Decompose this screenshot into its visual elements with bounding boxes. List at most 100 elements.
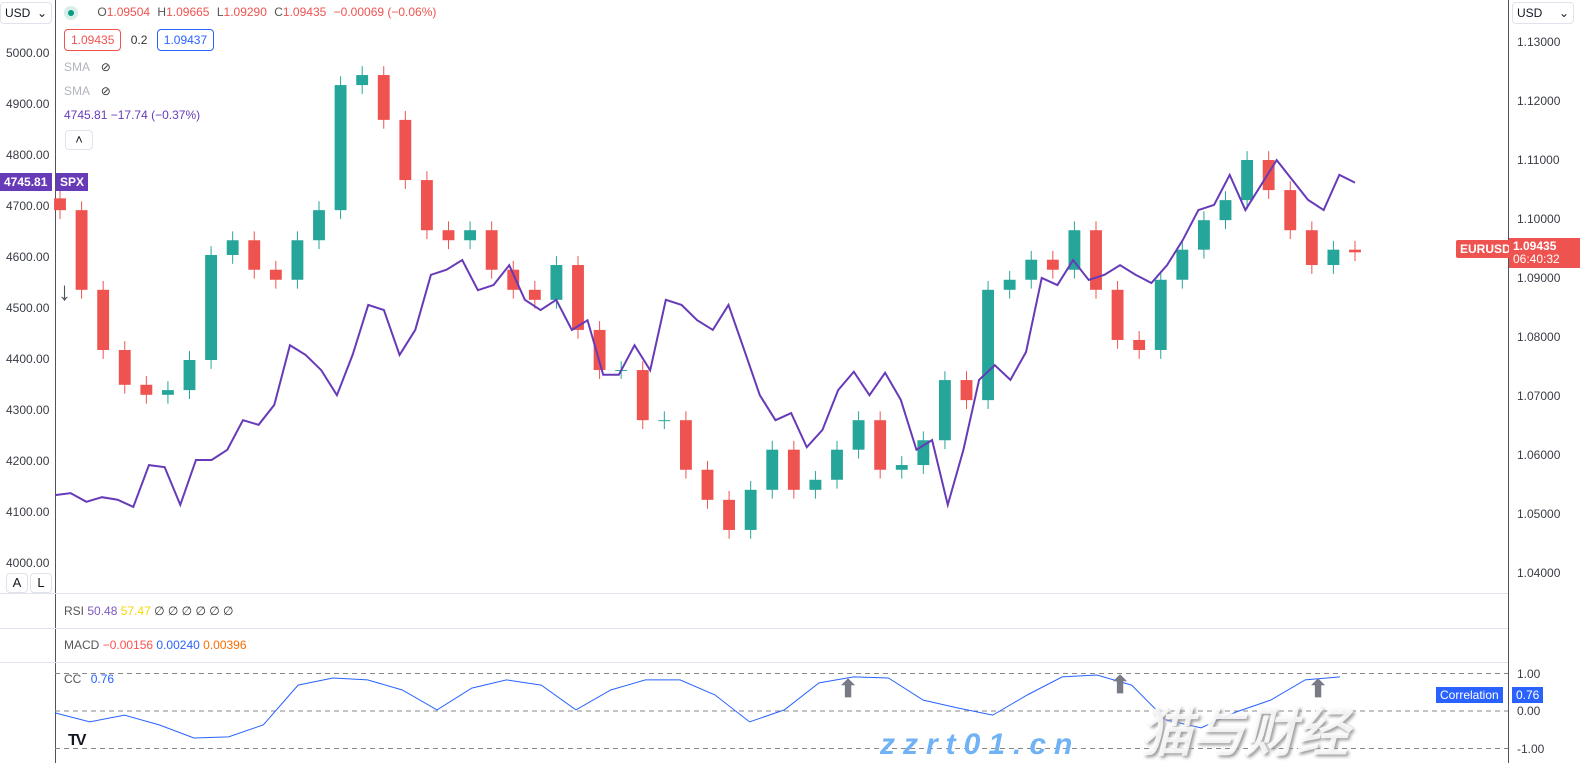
correlation-value-tag: 0.76 xyxy=(1512,687,1544,703)
left-axis-tick: 4300.00 xyxy=(6,403,50,417)
candle-body xyxy=(507,269,520,290)
sma-legend-1[interactable]: SMA ⊘ xyxy=(64,60,111,74)
up-arrow-icon: ⬆ xyxy=(1308,676,1329,703)
right-axis-tick: 1.13000 xyxy=(1517,35,1561,49)
close-label: C xyxy=(274,5,283,19)
macd-signal: 0.00396 xyxy=(203,638,247,652)
rsi-legend[interactable]: RSI 50.48 57.47 ∅ ∅ ∅ ∅ ∅ ∅ xyxy=(64,604,234,618)
right-axis-tick: 1.09000 xyxy=(1517,271,1561,285)
candle-body xyxy=(75,210,88,290)
auto-scale-button[interactable]: A xyxy=(6,573,28,593)
right-axis-tick: 1.12000 xyxy=(1517,94,1561,108)
candle-body xyxy=(744,489,757,530)
left-axis-tick: 4600.00 xyxy=(6,250,50,264)
pane-divider[interactable] xyxy=(0,628,1508,629)
sma-label: SMA xyxy=(64,60,90,74)
low-value: 1.09290 xyxy=(223,5,267,19)
sma-legend-2[interactable]: SMA ⊘ xyxy=(64,84,111,98)
right-axis-tick: 1.11000 xyxy=(1517,153,1560,167)
currency-select-left[interactable]: USD ⌄ xyxy=(0,2,52,24)
candle-body xyxy=(895,465,908,470)
macd-histogram: −0.00156 xyxy=(102,638,154,652)
market-status-icon[interactable] xyxy=(64,5,78,20)
candle-body xyxy=(593,329,606,371)
up-arrow-icon: ⬆ xyxy=(1110,672,1131,699)
cc-legend[interactable]: CC 0.76 xyxy=(64,672,114,686)
open-value: 1.09504 xyxy=(106,5,151,19)
spx-price-tag: 4745.81 xyxy=(0,173,52,191)
spx-symbol-tag: SPX xyxy=(56,173,89,191)
left-axis-tick: 4900.00 xyxy=(6,97,50,111)
candle-body xyxy=(1003,279,1016,290)
down-arrow-icon: ↓ xyxy=(58,276,71,306)
candle-body xyxy=(809,479,822,490)
pane-divider[interactable] xyxy=(0,662,1508,663)
candle-body xyxy=(334,85,347,211)
candle-body xyxy=(97,289,110,350)
candle-body xyxy=(1349,249,1361,253)
candle-body xyxy=(464,230,477,241)
candle-body xyxy=(636,370,649,421)
candle-body xyxy=(1111,289,1124,340)
candle-body xyxy=(54,198,66,211)
pane-divider[interactable] xyxy=(0,593,1508,594)
candle-body xyxy=(1219,200,1232,221)
left-axis-tick: 5000.00 xyxy=(6,46,50,60)
spread: 0.2 xyxy=(130,33,148,47)
cc-axis-tick: 0.00 xyxy=(1517,704,1541,718)
open-label: O xyxy=(97,5,107,19)
eye-off-icon[interactable]: ⊘ xyxy=(100,84,111,98)
close-value: 1.09435 xyxy=(282,5,327,19)
bid-ask: 1.09435 0.2 1.09437 xyxy=(64,29,215,51)
collapse-legend-button[interactable]: ˄ xyxy=(65,130,93,150)
candle-body xyxy=(420,180,433,231)
candle-body xyxy=(1090,230,1102,290)
candle-body xyxy=(1133,339,1146,350)
candle-body xyxy=(442,230,455,241)
candle-body xyxy=(1176,249,1189,280)
candle-body xyxy=(313,210,325,241)
candle-body xyxy=(572,265,584,330)
left-axis-tick: 4800.00 xyxy=(6,148,50,162)
candle-body xyxy=(140,384,153,395)
chevron-down-icon: ⌄ xyxy=(1558,6,1569,20)
left-axis-border xyxy=(55,0,56,763)
change-value: −0.00069 (−0.06%) xyxy=(333,5,437,19)
chevron-up-icon: ˄ xyxy=(75,132,83,147)
macd-legend[interactable]: MACD −0.00156 0.00240 0.00396 xyxy=(64,638,247,652)
candle-body xyxy=(787,449,800,490)
currency-label: USD xyxy=(1517,6,1543,20)
candle-body xyxy=(485,230,498,270)
right-axis-tick: 1.10000 xyxy=(1517,212,1561,226)
high-value: 1.09665 xyxy=(166,5,210,19)
candle-body xyxy=(1241,160,1254,201)
left-axis-tick: 4000.00 xyxy=(6,556,50,570)
eurusd-symbol-tag: EURUSD xyxy=(1456,240,1515,258)
candle-body xyxy=(1025,259,1038,280)
candle-body xyxy=(1305,230,1318,266)
candle-body xyxy=(982,289,995,401)
spx-legend: 4745.81 −17.74 (−0.37%) xyxy=(64,108,200,122)
currency-select-right[interactable]: USD ⌄ xyxy=(1512,2,1574,24)
sell-button[interactable]: 1.09435 xyxy=(64,29,122,51)
candle-body xyxy=(658,420,671,422)
candle-body xyxy=(399,119,412,181)
candle-body xyxy=(528,289,541,300)
macd-value: 0.00240 xyxy=(156,638,200,652)
candle-body xyxy=(917,440,930,466)
tradingview-logo[interactable]: TV xyxy=(68,732,87,749)
candle-body xyxy=(1327,249,1340,266)
candle-body xyxy=(118,349,131,385)
candle-body xyxy=(291,240,304,280)
candle-body xyxy=(161,390,174,395)
candle-body xyxy=(1262,160,1275,191)
ohlc-legend: O1.09504 H1.09665 L1.09290 C1.09435 −0.0… xyxy=(64,5,436,20)
eye-off-icon[interactable]: ⊘ xyxy=(100,60,111,74)
left-axis-tick: 4700.00 xyxy=(6,199,50,213)
buy-button[interactable]: 1.09437 xyxy=(156,29,215,51)
log-scale-button[interactable]: L xyxy=(30,573,52,593)
cc-label: CC xyxy=(64,672,82,686)
candle-body xyxy=(269,269,282,280)
cc-axis-tick: 1.00 xyxy=(1517,666,1541,681)
